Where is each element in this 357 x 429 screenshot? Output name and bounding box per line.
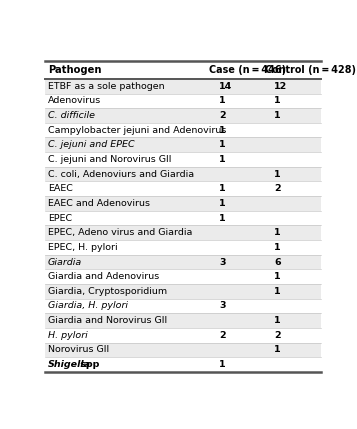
Text: Norovirus GII: Norovirus GII — [48, 345, 109, 354]
Bar — [45, 343, 321, 357]
Text: spp: spp — [77, 360, 99, 369]
Text: Pathogen: Pathogen — [48, 65, 101, 75]
Bar — [45, 313, 321, 328]
Text: 1: 1 — [274, 97, 281, 106]
Text: 6: 6 — [274, 257, 281, 266]
Bar — [45, 79, 321, 94]
Text: 1: 1 — [219, 214, 226, 223]
Bar — [45, 284, 321, 299]
Text: 3: 3 — [219, 257, 225, 266]
Bar — [45, 61, 321, 79]
Text: C. difficile: C. difficile — [48, 111, 95, 120]
Text: 3: 3 — [219, 302, 225, 311]
Text: 1: 1 — [219, 155, 226, 164]
Text: EAEC: EAEC — [48, 184, 73, 193]
Text: Shigella: Shigella — [48, 360, 91, 369]
Text: Case (n = 446): Case (n = 446) — [209, 65, 286, 75]
Text: 1: 1 — [274, 169, 281, 178]
Text: 1: 1 — [274, 345, 281, 354]
Text: 1: 1 — [219, 184, 226, 193]
Text: Campylobacter jejuni and Adenovirus: Campylobacter jejuni and Adenovirus — [48, 126, 226, 135]
Text: 2: 2 — [274, 331, 281, 340]
Bar — [45, 152, 321, 167]
Bar — [45, 108, 321, 123]
Bar — [45, 225, 321, 240]
Text: C. coli, Adenoviurs and Giardia: C. coli, Adenoviurs and Giardia — [48, 169, 194, 178]
Text: H. pylori: H. pylori — [48, 331, 88, 340]
Text: 1: 1 — [219, 360, 226, 369]
Text: 1: 1 — [219, 140, 226, 149]
Bar — [45, 123, 321, 137]
Text: 1: 1 — [274, 111, 281, 120]
Text: 1: 1 — [274, 287, 281, 296]
Bar — [45, 196, 321, 211]
Text: 1: 1 — [219, 126, 226, 135]
Text: C. jejuni and EPEC: C. jejuni and EPEC — [48, 140, 135, 149]
Bar — [45, 269, 321, 284]
Text: 1: 1 — [274, 272, 281, 281]
Text: EAEC and Adenovirus: EAEC and Adenovirus — [48, 199, 150, 208]
Bar — [45, 255, 321, 269]
Text: Adenovirus: Adenovirus — [48, 97, 101, 106]
Text: Giardia, Cryptosporidium: Giardia, Cryptosporidium — [48, 287, 167, 296]
Text: EPEC: EPEC — [48, 214, 72, 223]
Bar — [45, 181, 321, 196]
Text: 2: 2 — [219, 331, 226, 340]
Text: 1: 1 — [274, 316, 281, 325]
Text: C. jejuni and Norovirus GII: C. jejuni and Norovirus GII — [48, 155, 171, 164]
Bar — [45, 299, 321, 313]
Bar — [45, 240, 321, 255]
Text: 1: 1 — [274, 228, 281, 237]
Text: 2: 2 — [274, 184, 281, 193]
Bar — [45, 94, 321, 108]
Text: Control (n = 428): Control (n = 428) — [265, 65, 356, 75]
Text: 1: 1 — [219, 199, 226, 208]
Text: EPEC, Adeno virus and Giardia: EPEC, Adeno virus and Giardia — [48, 228, 192, 237]
Bar — [45, 137, 321, 152]
Bar — [45, 328, 321, 343]
Text: Giardia: Giardia — [48, 257, 82, 266]
Bar — [45, 211, 321, 225]
Text: 14: 14 — [219, 82, 232, 91]
Text: 1: 1 — [219, 97, 226, 106]
Text: 12: 12 — [274, 82, 287, 91]
Text: 1: 1 — [274, 243, 281, 252]
Text: EPEC, H. pylori: EPEC, H. pylori — [48, 243, 117, 252]
Text: ETBF as a sole pathogen: ETBF as a sole pathogen — [48, 82, 165, 91]
Bar — [45, 167, 321, 181]
Text: Giardia and Norovirus GII: Giardia and Norovirus GII — [48, 316, 167, 325]
Text: Giardia, H. pylori: Giardia, H. pylori — [48, 302, 128, 311]
Text: 2: 2 — [219, 111, 226, 120]
Text: Giardia and Adenovirus: Giardia and Adenovirus — [48, 272, 159, 281]
Bar — [45, 357, 321, 372]
